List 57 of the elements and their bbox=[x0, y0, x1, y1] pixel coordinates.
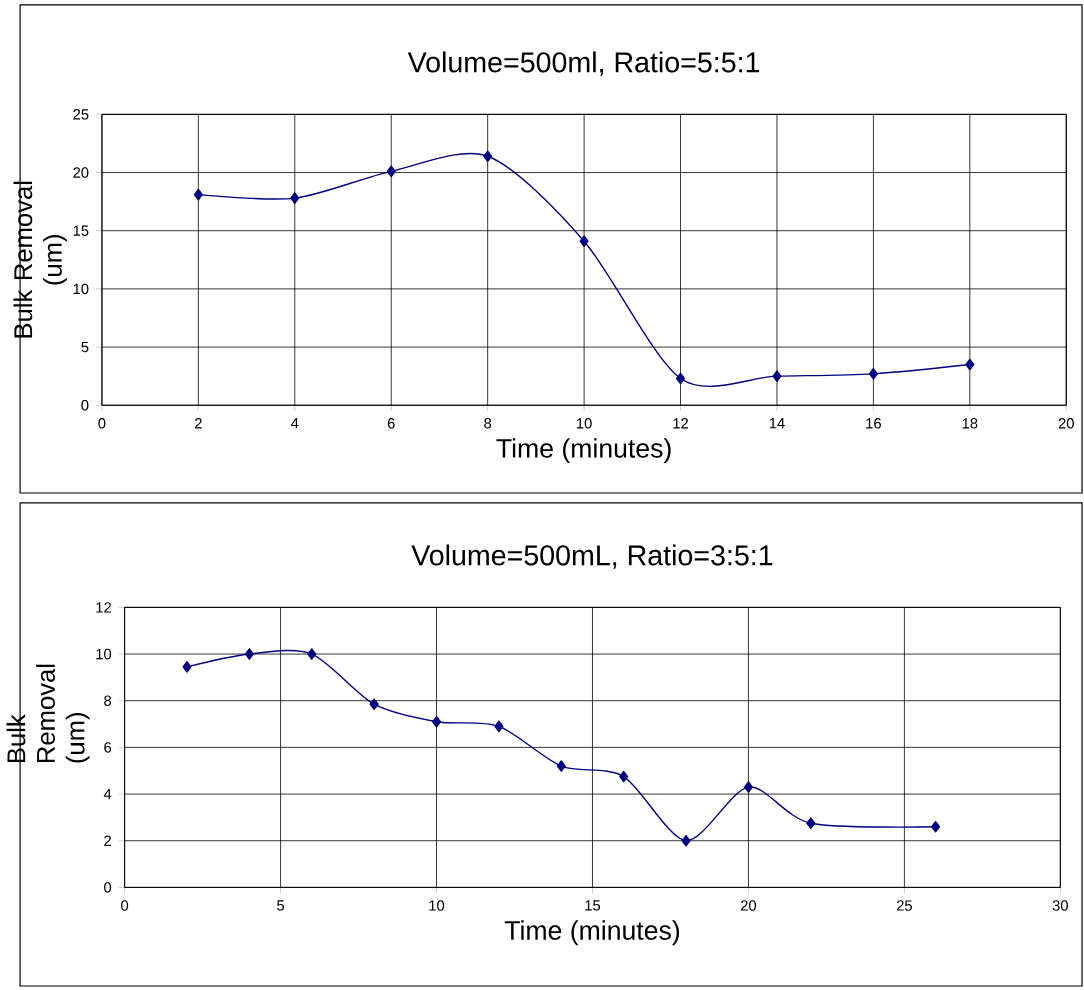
y-tick-label: 2 bbox=[104, 835, 111, 846]
x-tick-label: 0 bbox=[121, 900, 129, 911]
point bbox=[244, 648, 254, 660]
point bbox=[619, 770, 629, 783]
x-tick-label: 8 bbox=[484, 418, 492, 429]
y-tick-label: 6 bbox=[104, 742, 112, 753]
point bbox=[290, 192, 300, 204]
x-tick-label: 5 bbox=[277, 900, 285, 911]
y-axis-title: Bulk Removal (um) bbox=[6, 664, 90, 763]
point bbox=[182, 661, 192, 673]
point bbox=[193, 188, 203, 201]
x-tick-label: 15 bbox=[585, 900, 601, 911]
x-tick-label: 14 bbox=[769, 418, 785, 429]
y-tick-label: 10 bbox=[73, 283, 89, 295]
x-tick-label: 25 bbox=[896, 900, 912, 911]
y-tick-label: 0 bbox=[81, 400, 89, 411]
chart-title: Volume=500mL, Ratio=3:5:1 bbox=[411, 544, 773, 569]
y-tick-label: 12 bbox=[96, 602, 111, 613]
point bbox=[675, 372, 686, 385]
x-tick-label: 12 bbox=[673, 418, 689, 429]
point bbox=[931, 820, 941, 833]
x-axis-title: Time (minutes) bbox=[504, 920, 680, 946]
y-tick-label: 25 bbox=[73, 109, 89, 120]
point bbox=[494, 720, 504, 733]
y-tick-label: 10 bbox=[96, 648, 112, 660]
chart-title: Volume=500ml, Ratio=5:5:1 bbox=[407, 51, 760, 76]
y-tick-label: 4 bbox=[103, 788, 112, 800]
point bbox=[483, 150, 493, 163]
x-tick-label: 18 bbox=[962, 418, 978, 429]
x-tick-label: 10 bbox=[576, 418, 592, 429]
x-tick-label: 20 bbox=[1058, 418, 1074, 429]
x-tick-label: 6 bbox=[387, 418, 395, 429]
x-tick-label: 20 bbox=[740, 900, 757, 911]
x-axis-title: Time (minutes) bbox=[496, 438, 671, 463]
point bbox=[431, 715, 442, 728]
x-tick-label: 30 bbox=[1052, 900, 1068, 911]
point bbox=[369, 698, 379, 711]
point bbox=[681, 834, 691, 847]
point bbox=[307, 648, 317, 660]
x-tick-label: 16 bbox=[866, 418, 881, 429]
y-tick-label: 8 bbox=[104, 695, 112, 706]
y-tick-label: 20 bbox=[73, 167, 89, 178]
x-tick-label: 4 bbox=[291, 418, 299, 429]
point bbox=[772, 370, 782, 382]
y-axis-title: Bulk Removal (um) bbox=[13, 181, 67, 338]
x-tick-label: 2 bbox=[194, 418, 202, 429]
point bbox=[868, 368, 878, 380]
point bbox=[556, 760, 566, 772]
point bbox=[806, 817, 816, 830]
x-tick-label: 10 bbox=[429, 900, 445, 911]
point bbox=[743, 781, 753, 793]
point bbox=[386, 165, 396, 178]
y-tick-label: 15 bbox=[73, 225, 89, 236]
point bbox=[965, 358, 975, 371]
y-tick-label: 5 bbox=[81, 341, 89, 353]
point bbox=[579, 235, 589, 248]
y-tick-label: 0 bbox=[104, 882, 112, 893]
